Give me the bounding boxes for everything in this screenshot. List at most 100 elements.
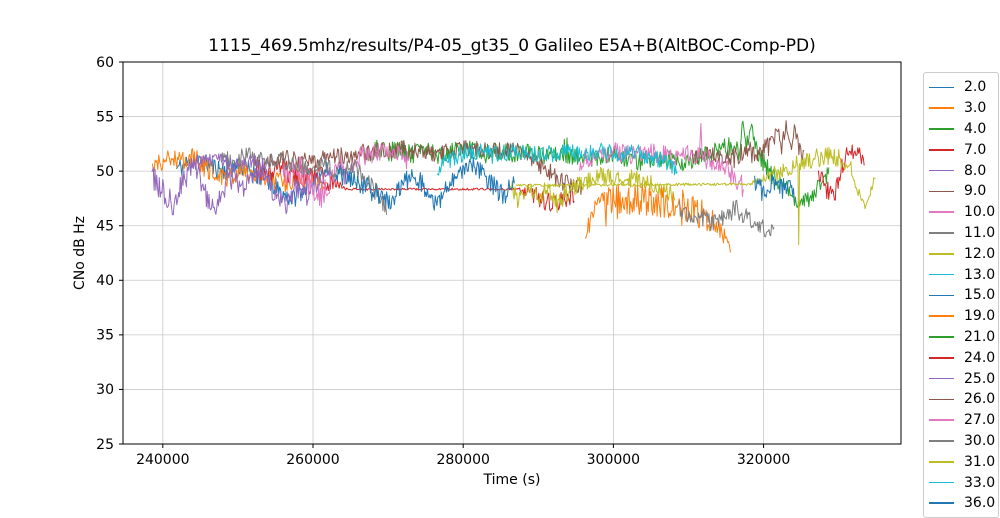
legend-entry: 36.0 [929, 493, 998, 514]
legend-entry-label: 31.0 [964, 453, 996, 470]
legend-line-sample [929, 502, 954, 505]
series-line-33.0 [582, 142, 678, 176]
legend-entry: 3.0 [929, 98, 998, 119]
x-tick-label: 260000 [286, 452, 339, 468]
y-tick-label: 25 [96, 437, 114, 453]
legend-entry-label: 13.0 [964, 266, 996, 283]
series-line-26.0 [691, 120, 805, 169]
legend-line-sample [929, 107, 954, 110]
y-tick-label: 40 [96, 273, 114, 289]
series-lines [151, 120, 876, 253]
series-line-12.0 [510, 166, 676, 214]
legend-line-sample [929, 315, 954, 317]
legend-entry: 12.0 [929, 243, 998, 264]
legend-line-sample [929, 440, 954, 442]
series-line-19.0 [585, 182, 731, 253]
legend-entry: 15.0 [929, 285, 998, 306]
grid-lines [123, 61, 901, 445]
legend-entry-label: 9.0 [964, 183, 987, 200]
series-line-8.0 [151, 158, 332, 216]
y-tick-label: 30 [96, 382, 114, 398]
legend-entry-label: 11.0 [964, 224, 996, 241]
series-line-13.0 [436, 143, 583, 176]
series-line-11.0 [220, 147, 388, 215]
x-axis-label: Time (s) [483, 472, 541, 488]
legend-entry-label: 26.0 [964, 391, 996, 408]
series-line-27.0 [579, 123, 744, 198]
legend-entry-label: 15.0 [964, 287, 996, 304]
legend-entry: 4.0 [929, 119, 998, 140]
matplotlib-figure: 1115_469.5mhz/results/P4-05_gt35_0 Galil… [72, 36, 999, 518]
legend-line-sample [929, 252, 954, 255]
y-tick-label: 35 [96, 328, 114, 344]
legend-line-sample [929, 398, 954, 401]
legend-entry: 7.0 [929, 139, 998, 160]
legend-entry-label: 24.0 [964, 349, 996, 366]
y-tick-label: 55 [96, 109, 114, 125]
legend-entry: 27.0 [929, 410, 998, 431]
tick-marks [119, 61, 765, 448]
legend-entry-label: 8.0 [964, 162, 987, 179]
y-tick-label: 60 [96, 55, 114, 71]
legend-entry: 19.0 [929, 306, 998, 327]
series-line-9.0 [256, 140, 583, 195]
legend-entry: 2.0 [929, 77, 998, 98]
legend-entry-label: 25.0 [964, 370, 996, 387]
legend-line-sample [929, 419, 954, 421]
y-tick-label: 50 [96, 164, 114, 180]
series-line-21.0 [590, 120, 830, 209]
series-line-36.0 [754, 174, 795, 202]
legend-entry: 9.0 [929, 181, 998, 202]
legend-entry: 11.0 [929, 223, 998, 244]
y-tick-label: 45 [96, 218, 114, 234]
series-line-25.0 [190, 153, 269, 173]
legend-entry: 26.0 [929, 389, 998, 410]
legend-entry: 10.0 [929, 202, 998, 223]
y-axis-label: CNo dB Hz [72, 215, 88, 291]
x-tick-label: 240000 [136, 452, 189, 468]
x-tick-label: 280000 [436, 452, 489, 468]
legend-entry-label: 19.0 [964, 308, 996, 325]
series-line-15.0 [335, 157, 515, 211]
legend-entry: 21.0 [929, 327, 998, 348]
legend-box: 2.0 3.0 4.0 7.0 8.0 9.0 10.0 11.0 12.0 13.0 15.0 19… [923, 72, 999, 518]
legend-entry: 25.0 [929, 368, 998, 389]
legend-entry-label: 4.0 [964, 120, 987, 137]
legend-line-sample [929, 377, 954, 380]
legend-line-sample [929, 356, 954, 359]
legend-line-sample [929, 86, 954, 89]
chart-title: 1115_469.5mhz/results/P4-05_gt35_0 Galil… [208, 36, 816, 56]
legend-entry-label: 36.0 [964, 495, 996, 512]
legend-line-sample [929, 128, 954, 130]
legend-entry-label: 33.0 [964, 474, 996, 491]
legend-entry-label: 12.0 [964, 245, 996, 262]
legend-line-sample [929, 148, 954, 151]
legend-line-sample [929, 294, 954, 297]
series-line-10.0 [282, 143, 410, 208]
legend-entry-label: 2.0 [964, 79, 987, 96]
legend-entry-label: 3.0 [964, 100, 987, 117]
legend-line-sample [929, 232, 954, 234]
series-line-30.0 [679, 199, 775, 238]
legend-line-sample [929, 273, 954, 276]
legend-line-sample [929, 481, 954, 484]
legend-entry-label: 27.0 [964, 412, 996, 429]
series-line-31.0 [515, 147, 876, 246]
legend-line-sample [929, 460, 954, 463]
legend-line-sample [929, 169, 954, 172]
legend-entry: 31.0 [929, 451, 998, 472]
legend-entry: 13.0 [929, 264, 998, 285]
legend-entry: 33.0 [929, 472, 998, 493]
legend-entry-label: 7.0 [964, 141, 987, 158]
legend-line-sample [929, 211, 954, 214]
legend-entry-label: 21.0 [964, 328, 996, 345]
legend-entry-label: 10.0 [964, 204, 996, 221]
legend-entry: 30.0 [929, 431, 998, 452]
axes-spines [122, 61, 902, 445]
x-tick-label: 320000 [737, 452, 790, 468]
legend-entry: 24.0 [929, 347, 998, 368]
legend-entry: 8.0 [929, 160, 998, 181]
x-tick-label: 300000 [587, 452, 640, 468]
plot-area: 240000 260000 280000 300000 320000 25 30 35 40 45… [96, 55, 902, 468]
legend-entry-label: 30.0 [964, 432, 996, 449]
